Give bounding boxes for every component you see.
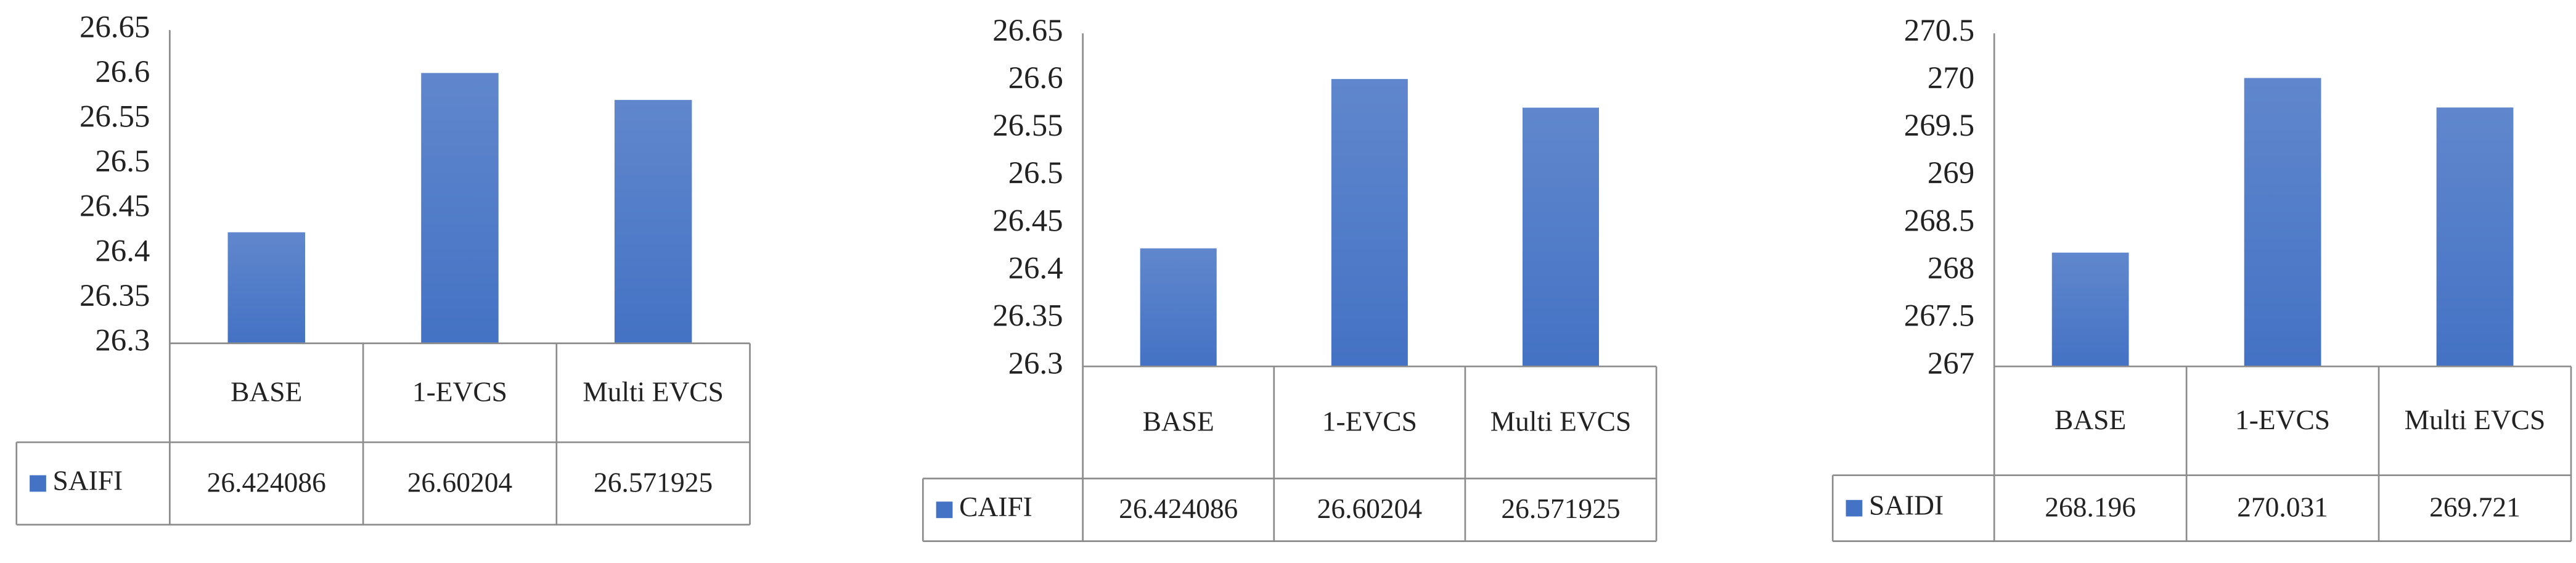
y-tick-label: 26.4	[95, 233, 150, 268]
table-value: 26.571925	[594, 466, 713, 498]
table-value-box: 26.60204	[407, 466, 513, 498]
bar	[2436, 107, 2514, 367]
y-tick-label: 26.3	[95, 323, 150, 357]
table-value-box: 270.031	[2237, 491, 2328, 522]
category-label-box: BASE	[1142, 405, 1214, 437]
y-tick-label: 26.35	[992, 298, 1063, 333]
bar	[1140, 248, 1217, 367]
y-tick-label: 26.6	[95, 54, 150, 89]
table-value-box: 269.721	[2429, 491, 2521, 522]
y-tick-label: 26.65	[992, 13, 1063, 47]
table-value-box: 26.571925	[1501, 492, 1621, 524]
table-value: 26.571925	[1501, 492, 1621, 524]
bar	[1522, 107, 1600, 367]
category-label-box: 1-EVCS	[1322, 405, 1417, 437]
table-value-box: 26.60204	[1317, 492, 1423, 524]
category-label: BASE	[1142, 405, 1214, 437]
y-tick-label: 26.55	[80, 99, 150, 134]
category-label: Multi EVCS	[583, 375, 724, 407]
y-tick-label: 267	[1928, 346, 1974, 380]
bar	[2244, 78, 2321, 367]
y-tick-label: 26.45	[992, 203, 1063, 237]
legend-label: SAIFI	[53, 464, 123, 496]
y-tick-label: 26.5	[1008, 155, 1063, 190]
table-value-box: 26.424086	[206, 466, 326, 498]
category-label: Multi EVCS	[1490, 405, 1632, 437]
y-tick-label: 26.35	[80, 278, 150, 313]
table-value: 26.424086	[1119, 492, 1238, 524]
category-label-box: Multi EVCS	[1490, 405, 1632, 437]
y-tick-label: 270	[1928, 60, 1974, 95]
category-label: BASE	[231, 375, 303, 407]
category-label: Multi EVCS	[2404, 403, 2546, 435]
category-label: 1-EVCS	[1322, 405, 1417, 437]
bar	[421, 73, 499, 343]
legend-label: SAIDI	[1869, 490, 1944, 521]
legend-swatch	[936, 501, 953, 519]
table-value-box: 26.424086	[1119, 492, 1238, 524]
y-tick-label: 26.6	[1008, 60, 1063, 95]
category-label-box: Multi EVCS	[583, 375, 724, 407]
category-label-box: 1-EVCS	[412, 375, 507, 407]
category-label: BASE	[2055, 403, 2127, 435]
table-value: 26.424086	[206, 466, 326, 498]
category-label-box: BASE	[231, 375, 303, 407]
y-tick-label: 26.45	[80, 189, 150, 223]
category-label-box: 1-EVCS	[2235, 403, 2331, 435]
legend-label: CAIFI	[959, 491, 1032, 522]
y-tick-label: 26.5	[95, 144, 150, 178]
category-label-box: Multi EVCS	[2404, 403, 2546, 435]
legend-swatch	[30, 475, 46, 492]
category-label: 1-EVCS	[2235, 403, 2331, 435]
y-tick-label: 267.5	[1904, 298, 1974, 333]
category-label: 1-EVCS	[412, 375, 507, 407]
table-value: 270.031	[2237, 491, 2328, 522]
y-tick-label: 26.55	[992, 108, 1063, 142]
y-tick-label: 26.3	[1008, 346, 1063, 380]
y-tick-label: 26.4	[1008, 251, 1063, 286]
bar	[1331, 79, 1408, 367]
table-value: 268.196	[2045, 491, 2136, 522]
bar	[2051, 252, 2129, 367]
table-value-box: 268.196	[2045, 491, 2136, 522]
legend-swatch	[1846, 499, 1863, 517]
bar	[227, 232, 305, 343]
y-tick-label: 268.5	[1904, 203, 1974, 237]
table-value: 26.60204	[407, 466, 513, 498]
table-value: 26.60204	[1317, 492, 1423, 524]
y-tick-label: 270.5	[1904, 13, 1974, 47]
category-label-box: BASE	[2055, 403, 2127, 435]
y-tick-label: 26.65	[80, 9, 150, 44]
table-value-box: 26.571925	[594, 466, 713, 498]
y-tick-label: 269	[1928, 155, 1974, 190]
bar	[614, 100, 692, 343]
y-tick-label: 269.5	[1904, 108, 1974, 142]
y-tick-label: 268	[1928, 251, 1974, 286]
table-value: 269.721	[2429, 491, 2521, 522]
